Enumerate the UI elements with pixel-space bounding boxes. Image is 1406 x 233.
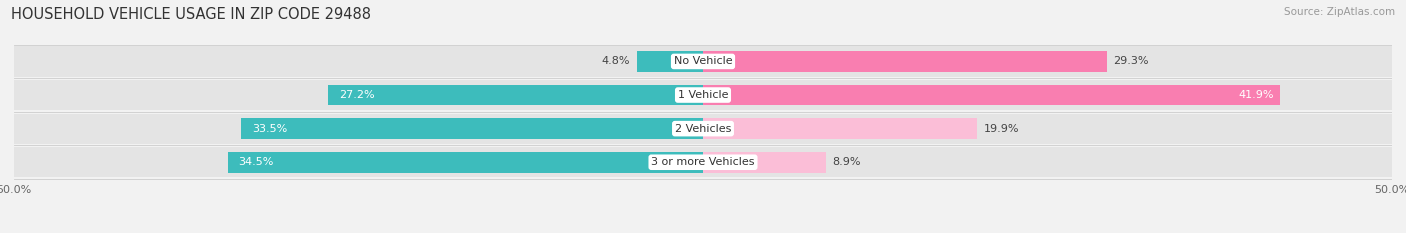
Text: 3 or more Vehicles: 3 or more Vehicles [651,157,755,167]
Text: 8.9%: 8.9% [832,157,860,167]
Text: 29.3%: 29.3% [1114,56,1149,66]
Text: 2 Vehicles: 2 Vehicles [675,124,731,134]
Text: No Vehicle: No Vehicle [673,56,733,66]
Bar [703,118,977,139]
Bar [14,147,1392,177]
Bar [703,51,1107,72]
Bar [14,46,1392,77]
Text: 1 Vehicle: 1 Vehicle [678,90,728,100]
Text: Source: ZipAtlas.com: Source: ZipAtlas.com [1284,7,1395,17]
Text: 34.5%: 34.5% [239,157,274,167]
Bar [242,118,703,139]
Bar [14,80,1392,110]
Bar [703,85,1281,106]
Bar [14,113,1392,144]
Text: 19.9%: 19.9% [984,124,1019,134]
Bar [328,85,703,106]
Bar [228,152,703,173]
Text: 27.2%: 27.2% [339,90,375,100]
Text: HOUSEHOLD VEHICLE USAGE IN ZIP CODE 29488: HOUSEHOLD VEHICLE USAGE IN ZIP CODE 2948… [11,7,371,22]
Bar [703,152,825,173]
Bar [637,51,703,72]
Text: 33.5%: 33.5% [253,124,288,134]
Text: 41.9%: 41.9% [1237,90,1274,100]
Text: 4.8%: 4.8% [602,56,630,66]
